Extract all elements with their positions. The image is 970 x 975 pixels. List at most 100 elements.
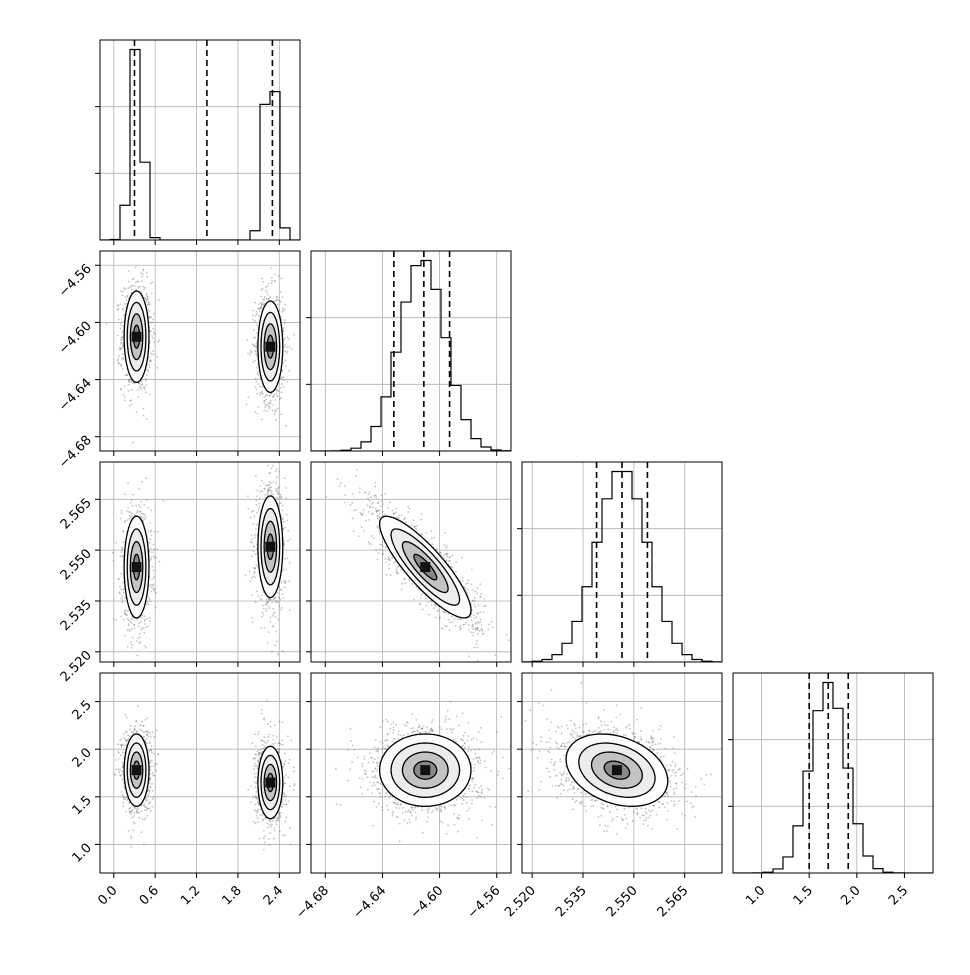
sample-point bbox=[129, 515, 131, 517]
sample-point bbox=[152, 350, 154, 352]
sample-point bbox=[279, 599, 281, 601]
sample-point bbox=[148, 603, 150, 605]
sample-point bbox=[472, 632, 474, 634]
sample-point bbox=[150, 360, 152, 362]
sample-point bbox=[148, 366, 150, 368]
sample-point bbox=[443, 557, 445, 559]
y-tick-label-2-0: 2.520 bbox=[58, 648, 95, 685]
sample-point bbox=[472, 635, 474, 637]
sample-point bbox=[269, 296, 271, 298]
y-tick-label-2-1: 2.535 bbox=[58, 597, 95, 634]
sample-point bbox=[259, 497, 261, 499]
sample-point bbox=[444, 544, 446, 546]
y-tick-label-2-2: 2.550 bbox=[58, 546, 95, 583]
sample-point bbox=[480, 593, 482, 595]
sample-point bbox=[395, 512, 397, 514]
sample-point bbox=[479, 583, 481, 585]
sample-point bbox=[382, 550, 384, 552]
sample-point bbox=[404, 582, 406, 584]
sample-point bbox=[150, 282, 152, 284]
sample-point bbox=[122, 353, 124, 355]
sample-point bbox=[124, 385, 126, 387]
sample-point bbox=[474, 597, 476, 599]
sample-point bbox=[257, 308, 259, 310]
sample-point bbox=[460, 618, 462, 620]
sample-point bbox=[138, 622, 140, 624]
sample-point bbox=[246, 404, 248, 406]
sample-point bbox=[149, 598, 151, 600]
sample-point bbox=[446, 555, 448, 557]
sample-point bbox=[141, 627, 143, 629]
sample-point bbox=[288, 370, 290, 372]
histogram-panel-1 bbox=[306, 251, 511, 456]
sample-point bbox=[287, 350, 289, 352]
sample-point bbox=[396, 568, 398, 570]
sample-point bbox=[261, 304, 263, 306]
sample-point bbox=[148, 597, 150, 599]
sample-point bbox=[287, 557, 289, 559]
sample-point bbox=[420, 519, 422, 521]
sample-point bbox=[147, 298, 149, 300]
sample-point bbox=[153, 570, 155, 572]
sample-point bbox=[137, 389, 139, 391]
sample-point bbox=[131, 381, 133, 383]
sample-point bbox=[149, 322, 151, 324]
sample-point bbox=[371, 543, 373, 545]
sample-point bbox=[381, 544, 383, 546]
sample-point bbox=[392, 557, 394, 559]
sample-point bbox=[267, 402, 269, 404]
sample-point bbox=[142, 286, 144, 288]
sample-point bbox=[271, 468, 273, 470]
sample-point bbox=[149, 617, 151, 619]
sample-point bbox=[149, 356, 151, 358]
sample-point bbox=[373, 537, 375, 539]
sample-point bbox=[344, 502, 346, 504]
sample-point bbox=[140, 621, 142, 623]
sample-point bbox=[247, 508, 249, 510]
sample-point bbox=[281, 496, 283, 498]
sample-point bbox=[139, 511, 141, 513]
sample-point bbox=[259, 386, 261, 388]
sample-point bbox=[152, 584, 154, 586]
sample-point bbox=[120, 573, 122, 575]
sample-point bbox=[136, 640, 138, 642]
sample-point bbox=[251, 343, 253, 345]
sample-point bbox=[284, 477, 286, 479]
sample-point bbox=[285, 425, 287, 427]
sample-point bbox=[131, 403, 133, 405]
sample-point bbox=[130, 621, 132, 623]
sample-point bbox=[131, 644, 133, 646]
sample-point bbox=[144, 645, 146, 647]
sample-point bbox=[117, 335, 119, 337]
sample-point bbox=[128, 281, 130, 283]
sample-point bbox=[148, 530, 150, 532]
sample-point bbox=[143, 269, 145, 271]
sample-point bbox=[139, 633, 141, 635]
sample-point bbox=[264, 407, 266, 409]
sample-point bbox=[474, 591, 476, 593]
sample-point bbox=[119, 303, 121, 305]
sample-point bbox=[476, 593, 478, 595]
sample-point bbox=[266, 298, 268, 300]
sample-point bbox=[372, 502, 374, 504]
sample-point bbox=[256, 389, 258, 391]
sample-point bbox=[121, 338, 123, 340]
sample-point bbox=[258, 509, 260, 511]
sample-point bbox=[117, 578, 119, 580]
sample-point bbox=[113, 560, 115, 562]
sample-point bbox=[379, 548, 381, 550]
sample-point bbox=[374, 486, 376, 488]
sample-point bbox=[269, 408, 271, 410]
sample-point bbox=[150, 548, 152, 550]
sample-point bbox=[283, 580, 285, 582]
sample-point bbox=[401, 514, 403, 516]
sample-point bbox=[131, 288, 133, 290]
sample-point bbox=[245, 574, 247, 576]
sample-point bbox=[154, 588, 156, 590]
sample-point bbox=[122, 555, 124, 557]
sample-point bbox=[508, 639, 510, 641]
sample-point bbox=[269, 472, 271, 474]
sample-point bbox=[426, 605, 428, 607]
sample-point bbox=[368, 519, 370, 521]
sample-point bbox=[247, 495, 249, 497]
